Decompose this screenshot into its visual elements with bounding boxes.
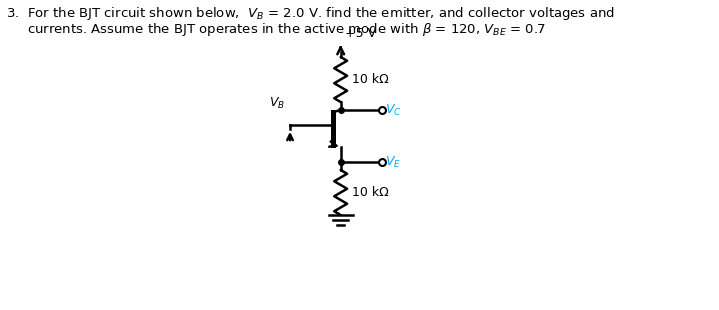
Text: 10 kΩ: 10 kΩ <box>352 73 388 86</box>
Text: $V_E$: $V_E$ <box>385 154 401 170</box>
Text: 3.  For the BJT circuit shown below,  $V_B$ = 2.0 V. find the emitter, and colle: 3. For the BJT circuit shown below, $V_B… <box>6 5 615 22</box>
Text: currents. Assume the BJT operates in the active mode with $\beta$ = 120, $V_{BE}: currents. Assume the BJT operates in the… <box>6 21 546 38</box>
Text: $V_C$: $V_C$ <box>385 102 401 117</box>
Text: +5 V: +5 V <box>345 27 376 40</box>
Text: $V_B$: $V_B$ <box>270 96 285 111</box>
Text: 10 kΩ: 10 kΩ <box>352 186 388 199</box>
